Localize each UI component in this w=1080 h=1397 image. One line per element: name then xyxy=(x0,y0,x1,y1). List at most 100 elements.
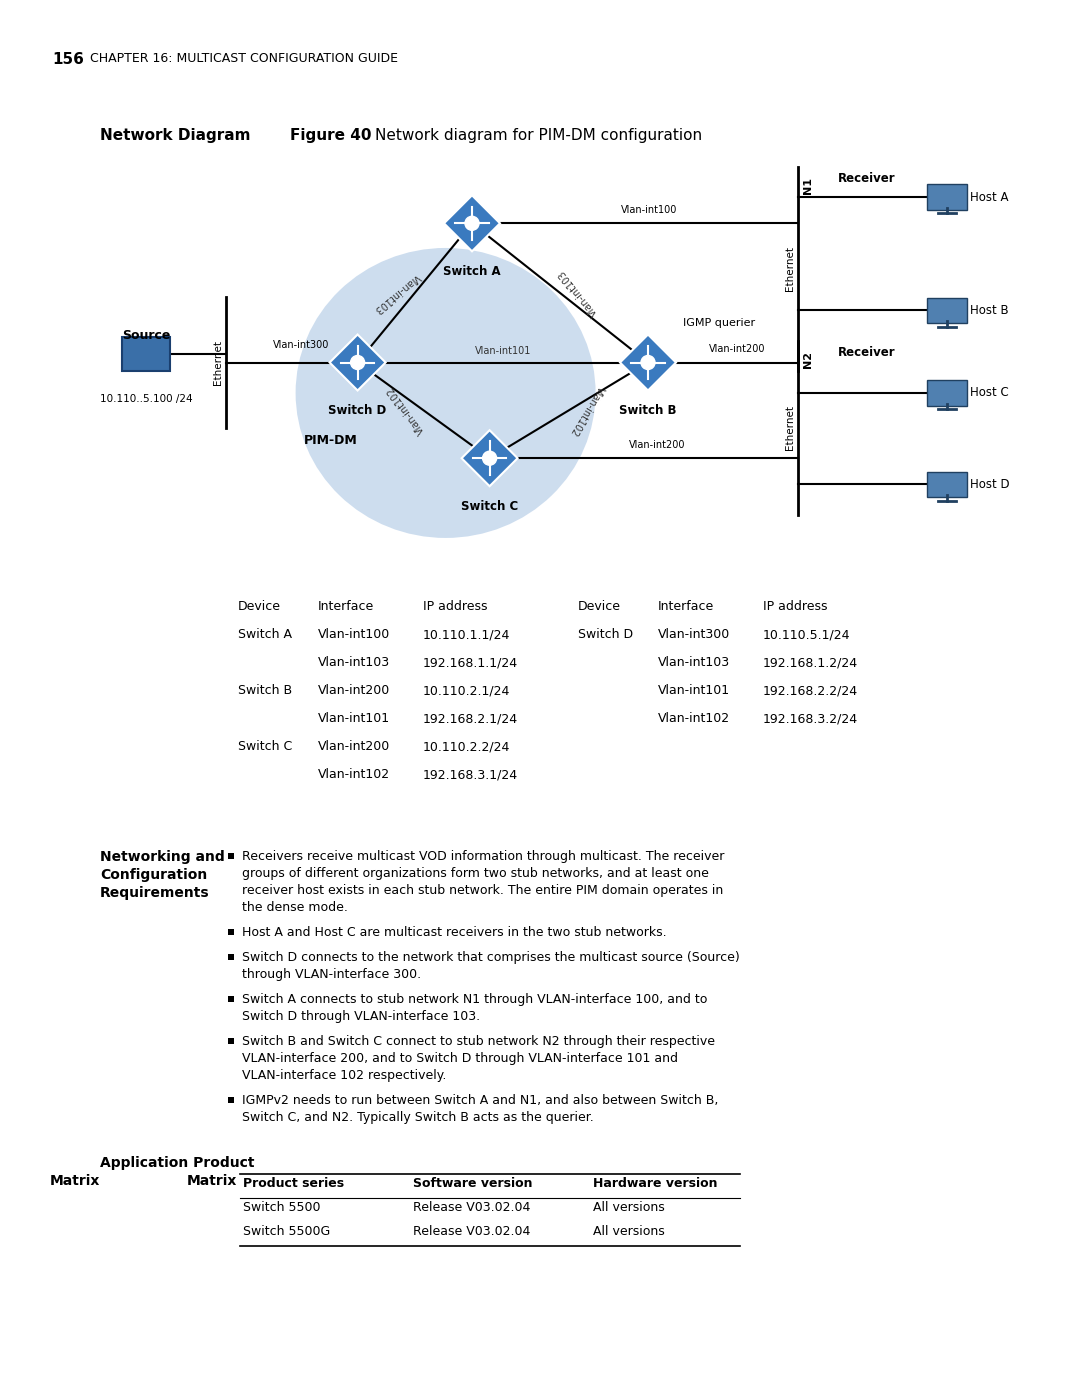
Polygon shape xyxy=(444,196,500,251)
Text: Release V03.02.04: Release V03.02.04 xyxy=(413,1201,530,1214)
Text: Vlan-int102: Vlan-int102 xyxy=(384,384,427,436)
Text: Matrix: Matrix xyxy=(187,1173,237,1187)
Text: 192.168.2.2/24: 192.168.2.2/24 xyxy=(762,685,859,697)
Text: Vlan-int200: Vlan-int200 xyxy=(318,740,390,753)
Text: Vlan-int103: Vlan-int103 xyxy=(372,271,422,314)
Text: Vlan-int102: Vlan-int102 xyxy=(658,712,730,725)
Circle shape xyxy=(642,355,654,369)
Text: 10.110.2.1/24: 10.110.2.1/24 xyxy=(423,685,511,697)
Text: Software version: Software version xyxy=(413,1178,532,1190)
FancyBboxPatch shape xyxy=(928,298,968,323)
Text: Host B: Host B xyxy=(970,303,1009,317)
Text: Device: Device xyxy=(238,599,281,613)
Text: Vlan-int300: Vlan-int300 xyxy=(273,341,329,351)
Text: receiver host exists in each stub network. The entire PIM domain operates in: receiver host exists in each stub networ… xyxy=(242,884,724,897)
Text: 10.110.5.1/24: 10.110.5.1/24 xyxy=(762,629,851,641)
Text: Switch C: Switch C xyxy=(238,740,293,753)
Text: Ethernet: Ethernet xyxy=(213,339,222,386)
Text: Vlan-int101: Vlan-int101 xyxy=(474,345,531,355)
FancyBboxPatch shape xyxy=(228,854,234,859)
Text: Host C: Host C xyxy=(970,387,1009,400)
Text: Switch C: Switch C xyxy=(461,500,518,513)
Text: Switch A: Switch A xyxy=(238,629,292,641)
Text: Switch A connects to stub network N1 through VLAN-interface 100, and to: Switch A connects to stub network N1 thr… xyxy=(242,993,707,1006)
Circle shape xyxy=(351,355,365,369)
Text: Configuration: Configuration xyxy=(100,868,207,882)
Polygon shape xyxy=(461,430,517,486)
Text: 192.168.1.2/24: 192.168.1.2/24 xyxy=(762,657,859,669)
Text: IGMP querier: IGMP querier xyxy=(683,317,755,327)
FancyBboxPatch shape xyxy=(122,337,171,370)
Text: N2: N2 xyxy=(802,351,812,367)
Text: VLAN-interface 200, and to Switch D through VLAN-interface 101 and: VLAN-interface 200, and to Switch D thro… xyxy=(242,1052,678,1065)
Ellipse shape xyxy=(296,247,595,538)
Text: All versions: All versions xyxy=(593,1225,665,1238)
Polygon shape xyxy=(620,334,676,391)
Text: Matrix: Matrix xyxy=(50,1173,100,1187)
Text: CHAPTER 16: MULTICAST CONFIGURATION GUIDE: CHAPTER 16: MULTICAST CONFIGURATION GUID… xyxy=(90,52,399,66)
Text: Vlan-int101: Vlan-int101 xyxy=(318,712,390,725)
Text: IP address: IP address xyxy=(423,599,487,613)
Text: PIM-DM: PIM-DM xyxy=(305,434,359,447)
Text: Vlan-int200: Vlan-int200 xyxy=(630,440,686,450)
Text: VLAN-interface 102 respectively.: VLAN-interface 102 respectively. xyxy=(242,1069,446,1083)
Text: Vlan-int103: Vlan-int103 xyxy=(658,657,730,669)
Text: Vlan-int102: Vlan-int102 xyxy=(568,384,606,437)
Text: Requirements: Requirements xyxy=(100,886,210,900)
Text: 10.110..5.100 /24: 10.110..5.100 /24 xyxy=(100,394,192,404)
Text: Vlan-int100: Vlan-int100 xyxy=(621,205,677,215)
Text: IP address: IP address xyxy=(762,599,827,613)
Text: Host A: Host A xyxy=(970,191,1009,204)
Text: 192.168.2.1/24: 192.168.2.1/24 xyxy=(423,712,518,725)
FancyBboxPatch shape xyxy=(228,996,234,1002)
Text: Receivers receive multicast VOD information through multicast. The receiver: Receivers receive multicast VOD informat… xyxy=(242,849,725,863)
Circle shape xyxy=(483,451,497,465)
Text: Switch C, and N2. Typically Switch B acts as the querier.: Switch C, and N2. Typically Switch B act… xyxy=(242,1111,594,1125)
Text: Host A and Host C are multicast receivers in the two stub networks.: Host A and Host C are multicast receiver… xyxy=(242,926,666,939)
Text: Switch D: Switch D xyxy=(578,629,633,641)
Text: Switch D connects to the network that comprises the multicast source (Source): Switch D connects to the network that co… xyxy=(242,951,740,964)
Text: All versions: All versions xyxy=(593,1201,665,1214)
FancyBboxPatch shape xyxy=(228,954,234,960)
Text: Receiver: Receiver xyxy=(838,172,895,184)
Text: Network Diagram: Network Diagram xyxy=(100,129,251,142)
Text: Product series: Product series xyxy=(243,1178,345,1190)
Text: 192.168.1.1/24: 192.168.1.1/24 xyxy=(423,657,518,669)
Text: 192.168.3.2/24: 192.168.3.2/24 xyxy=(762,712,859,725)
Text: Switch D through VLAN-interface 103.: Switch D through VLAN-interface 103. xyxy=(242,1010,481,1023)
Text: Vlan-int100: Vlan-int100 xyxy=(318,629,390,641)
Text: Vlan-int200: Vlan-int200 xyxy=(708,345,765,355)
Text: Vlan-int103: Vlan-int103 xyxy=(556,268,599,319)
FancyBboxPatch shape xyxy=(228,1038,234,1044)
Text: Release V03.02.04: Release V03.02.04 xyxy=(413,1225,530,1238)
FancyBboxPatch shape xyxy=(228,929,234,935)
Text: 10.110.2.2/24: 10.110.2.2/24 xyxy=(423,740,511,753)
Text: Host D: Host D xyxy=(970,478,1010,490)
Text: Switch B: Switch B xyxy=(619,405,677,418)
Text: Ethernet: Ethernet xyxy=(784,246,795,292)
Text: Application Product: Application Product xyxy=(100,1155,255,1171)
Text: Ethernet: Ethernet xyxy=(784,405,795,450)
Circle shape xyxy=(465,217,480,231)
Text: N1: N1 xyxy=(802,177,812,194)
Text: Figure 40: Figure 40 xyxy=(291,129,372,142)
Text: IGMPv2 needs to run between Switch A and N1, and also between Switch B,: IGMPv2 needs to run between Switch A and… xyxy=(242,1094,718,1106)
Text: Vlan-int103: Vlan-int103 xyxy=(318,657,390,669)
Text: Interface: Interface xyxy=(318,599,375,613)
Text: Switch B and Switch C connect to stub network N2 through their respective: Switch B and Switch C connect to stub ne… xyxy=(242,1035,715,1048)
FancyBboxPatch shape xyxy=(928,472,968,497)
Text: 10.110.1.1/24: 10.110.1.1/24 xyxy=(423,629,511,641)
Text: groups of different organizations form two stub networks, and at least one: groups of different organizations form t… xyxy=(242,868,708,880)
Text: Switch 5500G: Switch 5500G xyxy=(243,1225,330,1238)
Text: 156: 156 xyxy=(52,52,84,67)
Text: Vlan-int101: Vlan-int101 xyxy=(658,685,730,697)
Text: 192.168.3.1/24: 192.168.3.1/24 xyxy=(423,768,518,781)
Text: Network diagram for PIM-DM configuration: Network diagram for PIM-DM configuration xyxy=(375,129,702,142)
FancyBboxPatch shape xyxy=(928,380,968,405)
FancyBboxPatch shape xyxy=(228,1097,234,1104)
Text: Hardware version: Hardware version xyxy=(593,1178,717,1190)
Text: Switch D: Switch D xyxy=(328,405,387,418)
Text: Switch 5500: Switch 5500 xyxy=(243,1201,321,1214)
Text: Source: Source xyxy=(122,330,171,342)
Text: Receiver: Receiver xyxy=(838,345,895,359)
